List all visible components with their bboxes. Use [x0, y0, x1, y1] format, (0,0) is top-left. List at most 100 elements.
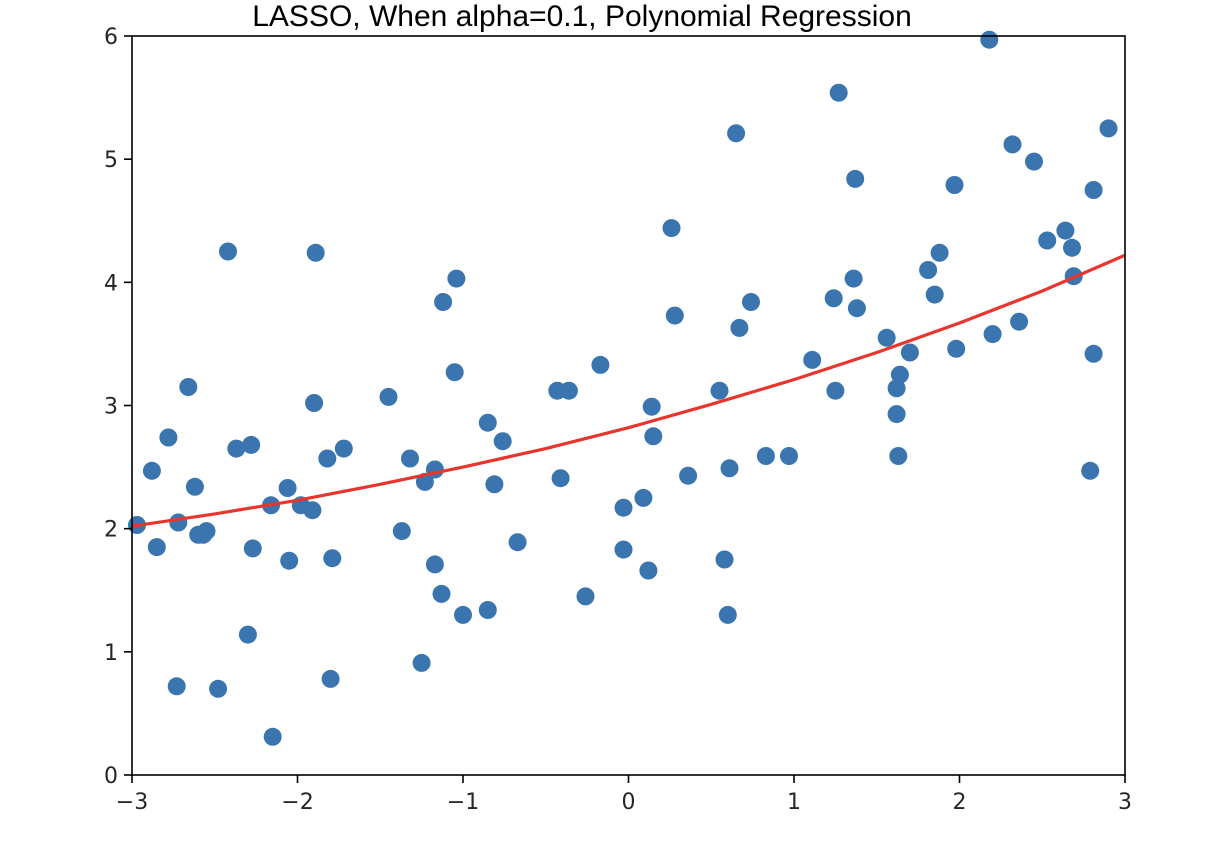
scatter-point	[1063, 238, 1081, 257]
scatter-point	[887, 379, 906, 398]
scatter-point	[1038, 231, 1057, 250]
scatter-point	[639, 561, 658, 580]
x-tick-label: −2	[281, 790, 313, 815]
scatter-point	[945, 176, 964, 194]
scatter-point	[434, 293, 453, 311]
scatter-point	[887, 405, 906, 424]
scatter-point	[829, 83, 848, 102]
y-tick-label: 5	[104, 148, 118, 173]
scatter-point	[559, 381, 578, 400]
axis-ticks: −3 −2 −1 0 1 2 3 0 1 2 3 4 5 6	[104, 25, 1132, 815]
scatter-point	[432, 584, 451, 603]
scatter-point	[1099, 119, 1118, 138]
scatter-point	[900, 343, 919, 362]
x-tick-label: −3	[116, 790, 148, 815]
chart-title: LASSO, When alpha=0.1, Polynomial Regres…	[252, 0, 912, 33]
scatter-point	[278, 479, 297, 497]
scatter-point	[493, 432, 512, 451]
scatter-point	[847, 299, 866, 318]
scatter-point	[742, 293, 760, 311]
scatter-point	[826, 381, 845, 400]
scatter-point	[1084, 181, 1103, 199]
plot-area	[128, 30, 1125, 746]
scatter-point	[780, 447, 798, 465]
scatter-point	[890, 365, 909, 384]
scatter-point	[662, 219, 681, 238]
scatter-point	[306, 243, 325, 262]
scatter-point	[305, 394, 324, 412]
scatter-point	[947, 339, 966, 358]
scatter-point	[665, 306, 684, 325]
x-tick-label: −1	[447, 790, 479, 815]
scatter-point	[642, 397, 661, 416]
scatter-point	[877, 328, 896, 347]
scatter-point	[1084, 344, 1103, 363]
scatter-point	[167, 677, 186, 696]
scatter-point	[983, 325, 1002, 344]
x-tick-label: 2	[953, 790, 967, 815]
scatter-point	[243, 539, 262, 558]
scatter-point	[303, 501, 322, 520]
scatter-point	[147, 538, 166, 557]
scatter-point	[379, 387, 398, 406]
scatter-point	[219, 242, 237, 261]
scatter-point	[242, 435, 261, 454]
scatter-point	[919, 261, 938, 279]
x-tick-label: 0	[622, 790, 636, 815]
scatter-point	[209, 679, 228, 698]
scatter-point	[679, 466, 698, 485]
y-tick-label: 0	[104, 764, 118, 789]
scatter-point	[576, 587, 595, 606]
scatter-point	[846, 169, 865, 188]
scatter-point	[730, 318, 749, 337]
scatter-point	[614, 540, 633, 559]
scatter-point	[1010, 312, 1029, 331]
scatter-point	[1056, 221, 1075, 240]
scatter-point	[824, 289, 843, 308]
scatter-point	[447, 269, 466, 288]
scatter-point	[925, 285, 944, 304]
scatter-point	[715, 550, 734, 569]
scatter-point	[980, 30, 999, 49]
scatter-point	[478, 601, 497, 619]
y-tick-label: 1	[104, 641, 118, 666]
scatter-point	[508, 533, 527, 552]
scatter-point	[756, 447, 775, 465]
scatter-point	[844, 269, 863, 288]
scatter-point	[263, 727, 282, 746]
regression-fit-line	[132, 253, 1125, 528]
scatter-point	[930, 243, 949, 262]
scatter-point	[238, 625, 257, 644]
scatter-point	[142, 461, 161, 480]
scatter-point	[454, 605, 472, 624]
scatter-point	[591, 355, 610, 374]
scatter-point	[412, 653, 431, 672]
scatter-point	[318, 449, 337, 468]
scatter-point	[478, 413, 497, 432]
scatter-point	[401, 449, 419, 468]
scatter-point	[169, 513, 188, 532]
scatter-point	[889, 447, 908, 465]
x-tick-label: 3	[1118, 790, 1132, 815]
scatter-point	[710, 381, 729, 400]
scatter-point	[227, 439, 246, 458]
scatter-point	[185, 477, 204, 496]
scatter-point	[551, 469, 570, 488]
scatter-point	[334, 439, 353, 458]
x-tick-label: 1	[787, 790, 801, 815]
scatter-point	[392, 522, 411, 541]
scatter-point	[1081, 461, 1100, 480]
scatter-point	[321, 669, 340, 688]
scatter-point	[720, 459, 739, 478]
scatter-point	[485, 475, 504, 494]
scatter-point	[280, 551, 299, 570]
scatter-point	[718, 605, 737, 624]
scatter-point	[634, 488, 653, 507]
scatter-point	[323, 549, 342, 568]
axes-frame	[131, 35, 1126, 776]
y-tick-label: 4	[104, 271, 118, 296]
scatter-point	[197, 522, 216, 541]
scatter-point	[1025, 152, 1043, 171]
scatter-point	[445, 363, 464, 382]
